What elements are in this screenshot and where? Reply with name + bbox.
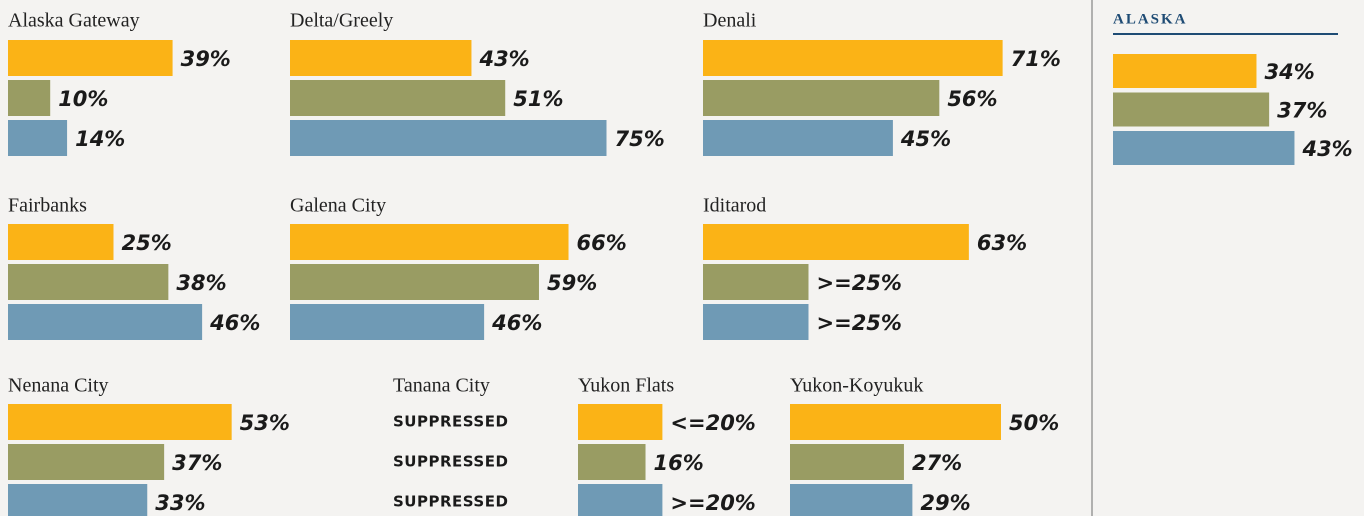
value-label: 37% (1277, 99, 1327, 123)
value-label: 59% (547, 271, 597, 295)
bar (1113, 92, 1270, 127)
value-label: SUPPRESSED (393, 493, 508, 511)
panel-title: Denali (703, 10, 757, 32)
value-label: 16% (654, 451, 704, 475)
value-label: SUPPRESSED (393, 453, 508, 471)
value-label: 66% (577, 231, 627, 255)
value-label: 53% (240, 411, 290, 435)
panel-title: Galena City (290, 195, 386, 217)
bar (8, 444, 165, 480)
bar (8, 264, 169, 300)
bar (290, 40, 472, 76)
value-label: 43% (1301, 137, 1352, 161)
value-label: 38% (176, 271, 226, 295)
value-label: >=25% (817, 311, 902, 335)
bar (790, 444, 904, 480)
panel-title: Nenana City (8, 375, 109, 397)
value-label: 14% (75, 127, 125, 151)
value-label: 29% (920, 491, 970, 515)
value-label: 27% (912, 451, 962, 475)
bar (8, 404, 232, 440)
panel-title: ALASKA (1113, 11, 1188, 27)
bar (290, 224, 569, 260)
value-label: 34% (1264, 60, 1314, 84)
bar (8, 304, 203, 340)
bar (8, 224, 114, 260)
value-label: 10% (58, 87, 108, 111)
bar (703, 304, 809, 340)
panel-title: Delta/Greely (290, 10, 393, 32)
bar (290, 120, 607, 156)
value-label: 63% (977, 231, 1027, 255)
value-label: 75% (615, 127, 665, 151)
value-label: 56% (947, 87, 997, 111)
bar (790, 404, 1001, 440)
bar (578, 444, 646, 480)
bar (290, 304, 485, 340)
value-label: SUPPRESSED (393, 413, 508, 431)
bar (578, 404, 663, 440)
bar (290, 264, 539, 300)
bar (703, 224, 969, 260)
bar (1113, 54, 1257, 88)
value-label: 46% (209, 311, 260, 335)
panel-title: Iditarod (703, 195, 766, 217)
panel-title: Tanana City (393, 375, 490, 397)
value-label: 45% (900, 127, 951, 151)
panel-title: Alaska Gateway (8, 10, 140, 32)
value-label: 46% (491, 311, 542, 335)
value-label: >=20% (670, 491, 755, 515)
panel-title: Fairbanks (8, 195, 87, 217)
value-label: 71% (1011, 47, 1061, 71)
value-label: 50% (1009, 411, 1059, 435)
bar (8, 484, 148, 516)
bar (703, 40, 1003, 76)
bar (8, 120, 68, 156)
value-label: 39% (181, 47, 231, 71)
panel-title: Yukon Flats (578, 375, 674, 397)
bar (8, 80, 51, 116)
bar (703, 264, 809, 300)
value-label: 43% (478, 47, 529, 71)
bar (1113, 131, 1295, 165)
value-label: 33% (155, 491, 205, 515)
bar (578, 484, 663, 516)
bar (703, 80, 940, 116)
value-label: >=25% (817, 271, 902, 295)
value-label: <=20% (670, 411, 755, 435)
value-label: 51% (513, 87, 563, 111)
bar (8, 40, 173, 76)
panel-title: Yukon-Koyukuk (790, 375, 923, 397)
bar (703, 120, 893, 156)
value-label: 37% (172, 451, 222, 475)
bar (790, 484, 913, 516)
bar (290, 80, 506, 116)
value-label: 25% (122, 231, 172, 255)
